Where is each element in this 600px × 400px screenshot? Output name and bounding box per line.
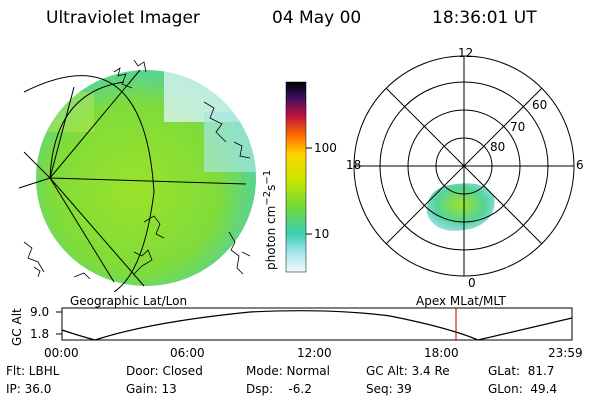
colorbar-label: photon cm−2s−1 <box>262 130 278 270</box>
right-panel-caption: Apex MLat/MLT <box>416 294 506 308</box>
mlt-label-0: 0 <box>468 276 476 290</box>
colorbar-tick-100: 100 <box>314 141 337 155</box>
info-gcalt: GC Alt: 3.4 Re <box>366 364 450 378</box>
orbit-ytick-9: 9.0 <box>30 305 50 319</box>
info-mode: Mode: Normal <box>246 364 330 378</box>
geographic-image-panel <box>18 59 256 292</box>
time-label: 18:36:01 UT <box>432 8 537 28</box>
left-panel-caption: Geographic Lat/Lon <box>70 294 188 308</box>
info-door: Door: Closed <box>126 364 203 378</box>
info-dsp: Dsp: -6.2 <box>246 382 312 396</box>
orbit-xtick-0600: 06:00 <box>170 346 205 360</box>
info-seq: Seq: 39 <box>366 382 412 396</box>
orbit-ytick-1-8: 1.8 <box>30 327 50 341</box>
colorbar-label-text: photon cm <box>264 205 278 270</box>
orbit-xtick-1800: 18:00 <box>424 346 459 360</box>
coastlines <box>23 59 251 280</box>
info-glat: GLat: 81.7 <box>488 364 555 378</box>
mlt-label-6: 6 <box>576 158 584 172</box>
lat-label-60: 60 <box>532 98 548 112</box>
colorbar-label-mid: s <box>264 184 278 191</box>
colorbar-label-exp1: −2 <box>262 190 273 206</box>
info-gain: Gain: 13 <box>126 382 177 396</box>
orbit-xtick-1200: 12:00 <box>297 346 332 360</box>
orbit-plot-frame <box>61 307 573 341</box>
colorbar-scale <box>285 81 307 273</box>
altitude-curve <box>61 310 573 341</box>
colorbar-label-exp2: −1 <box>262 169 273 185</box>
lat-label-70: 70 <box>510 120 526 134</box>
instrument-title: Ultraviolet Imager <box>46 8 200 28</box>
orbit-xtick-2359: 23:59 <box>548 346 583 360</box>
info-glon: GLon: 49.4 <box>488 382 558 396</box>
polar-plot-panel <box>353 55 575 277</box>
lat-label-80: 80 <box>490 140 506 154</box>
auroral-oval <box>426 183 495 231</box>
mlt-label-12: 12 <box>458 46 474 60</box>
lat-lon-grid <box>18 69 247 292</box>
info-flt: Flt: LBHL <box>6 364 60 378</box>
mlt-label-18: 18 <box>346 158 362 172</box>
colorbar-tick-10: 10 <box>314 227 330 241</box>
info-ip: IP: 36.0 <box>6 382 52 396</box>
orbit-xtick-0000: 00:00 <box>44 346 79 360</box>
colorbar <box>285 81 312 273</box>
date-label: 04 May 00 <box>272 8 362 28</box>
orbit-altitude-plot <box>56 307 573 341</box>
orbit-ylabel: GC Alt <box>10 308 24 346</box>
